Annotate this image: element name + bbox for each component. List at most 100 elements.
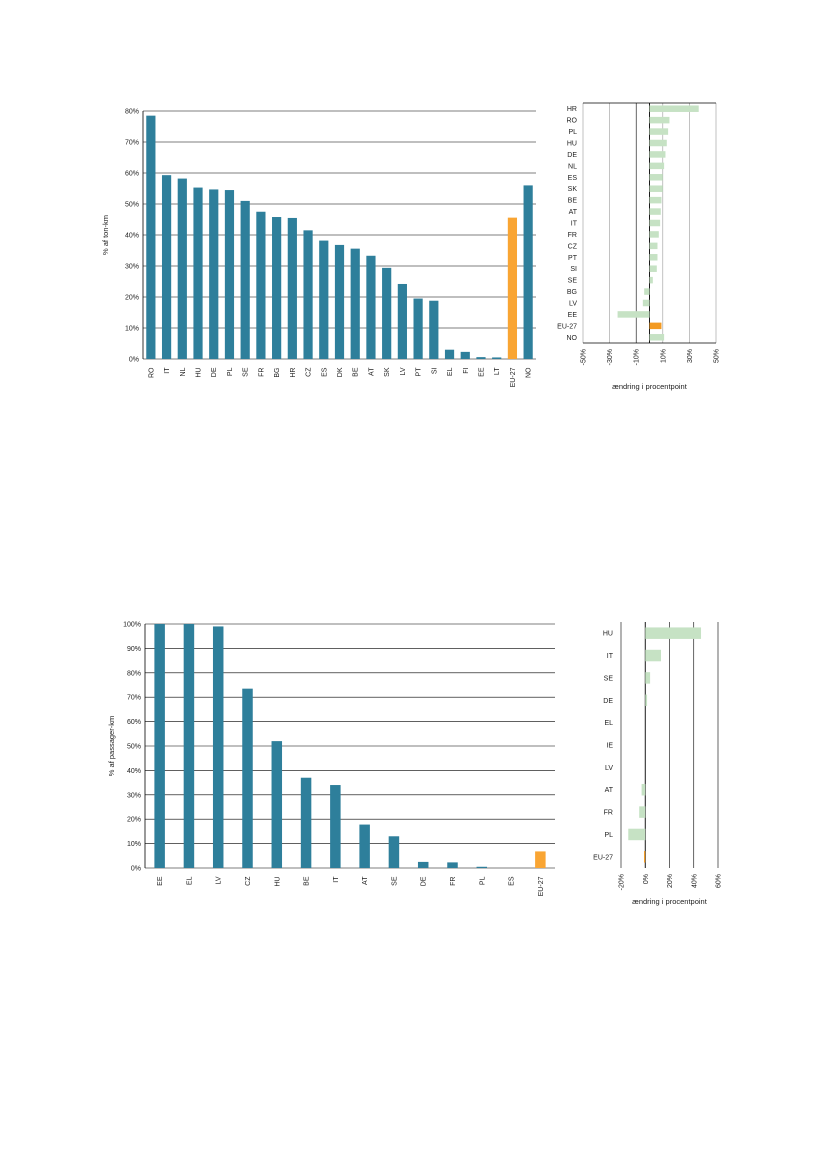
bar-hu (193, 187, 203, 359)
change-bar-no (649, 334, 665, 341)
y-tick-label: 0% (131, 866, 141, 873)
bar-no (523, 185, 533, 359)
bar-lv (212, 626, 224, 868)
change-bar-es (649, 174, 663, 181)
bar-fi (460, 351, 470, 359)
category-label: LV (605, 765, 613, 772)
y-tick-label: 60% (127, 719, 141, 726)
x-tick-label: EE (478, 367, 485, 377)
x-tick-label: FR (450, 877, 457, 886)
category-label: PT (568, 255, 578, 262)
category-label: AT (569, 209, 578, 216)
x-tick-label: PL (479, 876, 486, 885)
bar-sk (382, 267, 392, 359)
change-bar-bg (644, 288, 650, 295)
change-bar-at (641, 783, 646, 796)
x-tick-label: NL (180, 367, 187, 376)
y-tick-label: 0% (129, 357, 139, 364)
x-tick-label: NO (526, 367, 533, 378)
bar-cz (242, 688, 253, 868)
y-tick-label: 60% (125, 171, 139, 178)
change-bar-cz (649, 242, 658, 250)
bar-pl (476, 866, 488, 868)
category-label: NO (567, 335, 578, 342)
x-tick-label: LT (494, 367, 501, 375)
y-tick-label: 30% (127, 792, 141, 799)
x-tick-label: EU-27 (538, 876, 545, 896)
y-tick-label: 20% (127, 817, 141, 824)
change-bar-hu (645, 627, 702, 639)
category-label: HU (603, 631, 613, 638)
change-bar-fr (639, 806, 646, 818)
x-tick-label: EL (186, 876, 193, 885)
bar-de (417, 861, 429, 868)
change-bar-se (645, 672, 651, 684)
x-tick-label: BE (353, 367, 360, 377)
x-tick-label: -20% (619, 874, 626, 890)
x-tick-label: EE (157, 876, 164, 886)
x-tick-label: ES (321, 367, 328, 377)
change-bar-it (649, 219, 661, 227)
bar-hu (271, 741, 283, 868)
change-bar-it (645, 649, 662, 662)
x-axis-title: ændring i procentpoint (612, 382, 688, 391)
y-tick-label: 70% (125, 140, 139, 147)
bar-bg (272, 217, 282, 359)
y-tick-label: 100% (123, 622, 141, 629)
bar-ro (146, 115, 156, 360)
change-bar-hr (649, 105, 699, 112)
bar-fr (447, 862, 458, 868)
bar-dk (334, 244, 345, 359)
x-tick-label: 50% (714, 349, 721, 363)
category-label: RO (567, 118, 578, 125)
category-label: EE (568, 312, 578, 319)
category-label: LV (569, 301, 577, 308)
change-bar-hu (649, 139, 667, 147)
y-axis-title: % af passager-km (107, 716, 116, 776)
x-tick-label: HU (274, 877, 281, 887)
x-tick-label: CZ (245, 876, 252, 886)
change-bar-si (649, 265, 657, 272)
y-tick-label: 10% (125, 326, 139, 333)
x-tick-label: 10% (660, 349, 667, 363)
category-label: SE (604, 675, 614, 682)
y-tick-label: 30% (125, 264, 139, 271)
y-tick-label: 50% (125, 202, 139, 209)
bar-it (161, 175, 172, 359)
x-tick-label: SE (391, 876, 398, 886)
category-label: FR (604, 810, 613, 817)
y-tick-label: 90% (127, 646, 141, 653)
x-tick-label: BG (274, 368, 281, 378)
bar-lv (397, 283, 407, 359)
y-tick-label: 20% (125, 295, 139, 302)
y-tick-label: 40% (125, 233, 139, 240)
category-label: HU (567, 141, 577, 148)
bar-pt (413, 298, 423, 359)
category-label: CZ (568, 243, 578, 250)
bar-si (429, 300, 439, 359)
x-tick-label: LV (400, 367, 407, 375)
bar-at (366, 255, 376, 359)
change-bar-de (649, 151, 666, 158)
y-tick-label: 10% (127, 841, 141, 848)
bar-es (319, 240, 329, 359)
x-tick-label: 0% (643, 874, 650, 884)
x-tick-label: 30% (687, 349, 694, 363)
x-tick-label: 60% (716, 874, 723, 888)
x-tick-label: DE (211, 367, 218, 377)
bar-cz (303, 230, 313, 359)
y-tick-label: 80% (127, 670, 141, 677)
x-tick-label: -50% (581, 349, 588, 365)
change-bar-ro (649, 116, 670, 124)
x-tick-label: SK (384, 367, 391, 377)
y-tick-label: 50% (127, 744, 141, 751)
x-tick-label: 20% (667, 874, 674, 888)
change-bar-eu-27 (644, 851, 646, 863)
bar-be (300, 777, 312, 868)
category-label: EU-27 (557, 323, 577, 330)
x-tick-label: AT (362, 876, 369, 885)
bar-it (330, 785, 341, 868)
category-label: PL (568, 129, 577, 136)
y-tick-label: 40% (127, 768, 141, 775)
